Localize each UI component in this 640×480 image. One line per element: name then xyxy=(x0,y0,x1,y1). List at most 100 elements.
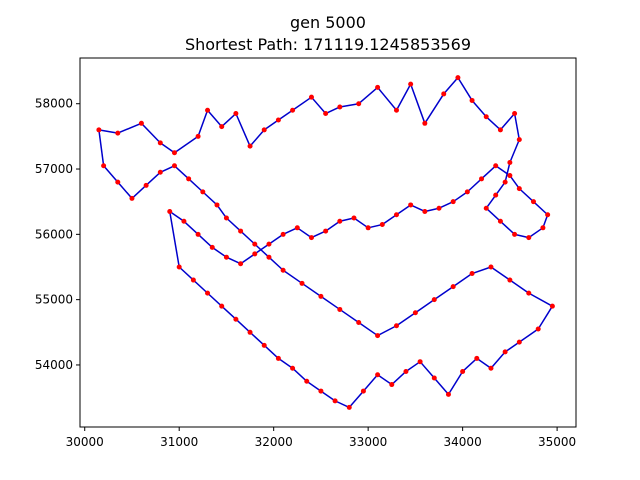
city-point xyxy=(356,320,362,326)
route-segment xyxy=(537,305,554,330)
route-segment xyxy=(277,357,293,369)
route-segment xyxy=(169,211,180,268)
city-point xyxy=(238,228,244,234)
city-point xyxy=(431,375,437,381)
city-point xyxy=(393,212,399,218)
city-point xyxy=(422,120,428,126)
route-segment xyxy=(240,253,256,265)
x-tick-label: 30000 xyxy=(66,435,104,449)
city-point xyxy=(530,199,536,205)
route-segment xyxy=(235,113,251,147)
route-segment xyxy=(103,165,119,183)
city-point xyxy=(526,290,532,296)
route-segment xyxy=(145,171,161,186)
route-segment xyxy=(518,188,534,203)
city-point xyxy=(488,264,494,270)
city-point xyxy=(507,173,513,179)
city-point xyxy=(497,218,503,224)
city-point xyxy=(214,202,220,208)
route-segment xyxy=(159,165,175,173)
route-segment xyxy=(490,351,506,369)
city-point xyxy=(304,378,310,384)
city-point xyxy=(176,264,182,270)
y-tick-label: 56000 xyxy=(35,227,73,241)
route-segment xyxy=(348,390,364,408)
route-segment xyxy=(381,214,397,226)
route-segment xyxy=(410,204,426,213)
route-segment xyxy=(490,266,511,281)
city-point xyxy=(247,143,253,149)
city-point xyxy=(275,355,281,361)
route-segment xyxy=(405,361,421,373)
city-point xyxy=(450,284,456,290)
city-point xyxy=(96,127,102,133)
city-point xyxy=(493,163,499,169)
route-segment xyxy=(225,217,242,232)
route-segment xyxy=(513,113,521,140)
route-segment xyxy=(485,116,501,131)
route-segment xyxy=(320,390,336,402)
route-segment xyxy=(268,256,284,271)
route-segment xyxy=(263,119,279,131)
city-point xyxy=(308,94,314,100)
route-segment xyxy=(178,266,194,281)
city-point xyxy=(205,290,211,296)
route-layer xyxy=(98,77,554,409)
city-point xyxy=(318,388,324,394)
city-point xyxy=(129,195,135,201)
route-segment xyxy=(301,282,322,297)
route-segment xyxy=(197,233,213,248)
city-point xyxy=(526,235,532,241)
city-point xyxy=(365,225,371,231)
city-point xyxy=(219,124,225,130)
city-point xyxy=(408,202,414,208)
x-tick-label: 33000 xyxy=(349,435,387,449)
city-point xyxy=(252,251,258,257)
route-segment xyxy=(292,96,312,111)
route-segment xyxy=(377,374,393,386)
city-point xyxy=(157,140,163,146)
chart-subtitle: Shortest Path: 171119.1245853569 xyxy=(185,35,471,54)
city-point xyxy=(393,323,399,329)
route-segment xyxy=(495,165,511,177)
route-segment xyxy=(462,357,478,373)
route-segment xyxy=(235,318,251,333)
route-segment xyxy=(358,86,379,105)
city-point xyxy=(346,404,352,410)
city-point xyxy=(516,339,522,345)
route-segment xyxy=(226,256,241,265)
route-segment xyxy=(532,201,549,216)
route-segment xyxy=(325,106,341,115)
route-segment xyxy=(481,165,497,180)
city-point xyxy=(422,208,428,214)
route-segment xyxy=(254,243,270,255)
route-segment xyxy=(438,201,454,209)
y-tick-label: 57000 xyxy=(35,162,73,176)
city-point xyxy=(275,117,281,123)
city-point xyxy=(337,306,343,312)
city-point xyxy=(195,231,201,237)
city-point xyxy=(516,137,522,143)
city-point xyxy=(507,277,513,283)
city-point xyxy=(299,280,305,286)
route-segment xyxy=(216,204,228,219)
city-point xyxy=(389,382,395,388)
city-points-layer xyxy=(96,75,555,410)
route-segment xyxy=(263,344,279,359)
city-point xyxy=(115,179,121,185)
city-point xyxy=(266,241,272,247)
city-point xyxy=(469,271,475,277)
city-point xyxy=(205,107,211,113)
city-point xyxy=(181,218,187,224)
city-point xyxy=(408,81,414,87)
route-segment xyxy=(504,341,520,353)
city-point xyxy=(375,84,381,90)
route-segment xyxy=(424,93,445,124)
city-point xyxy=(460,368,466,374)
city-point xyxy=(261,127,267,133)
route-segment xyxy=(306,380,322,392)
city-point xyxy=(469,97,475,103)
city-point xyxy=(186,176,192,182)
city-point xyxy=(450,199,456,205)
route-segment xyxy=(98,129,118,134)
